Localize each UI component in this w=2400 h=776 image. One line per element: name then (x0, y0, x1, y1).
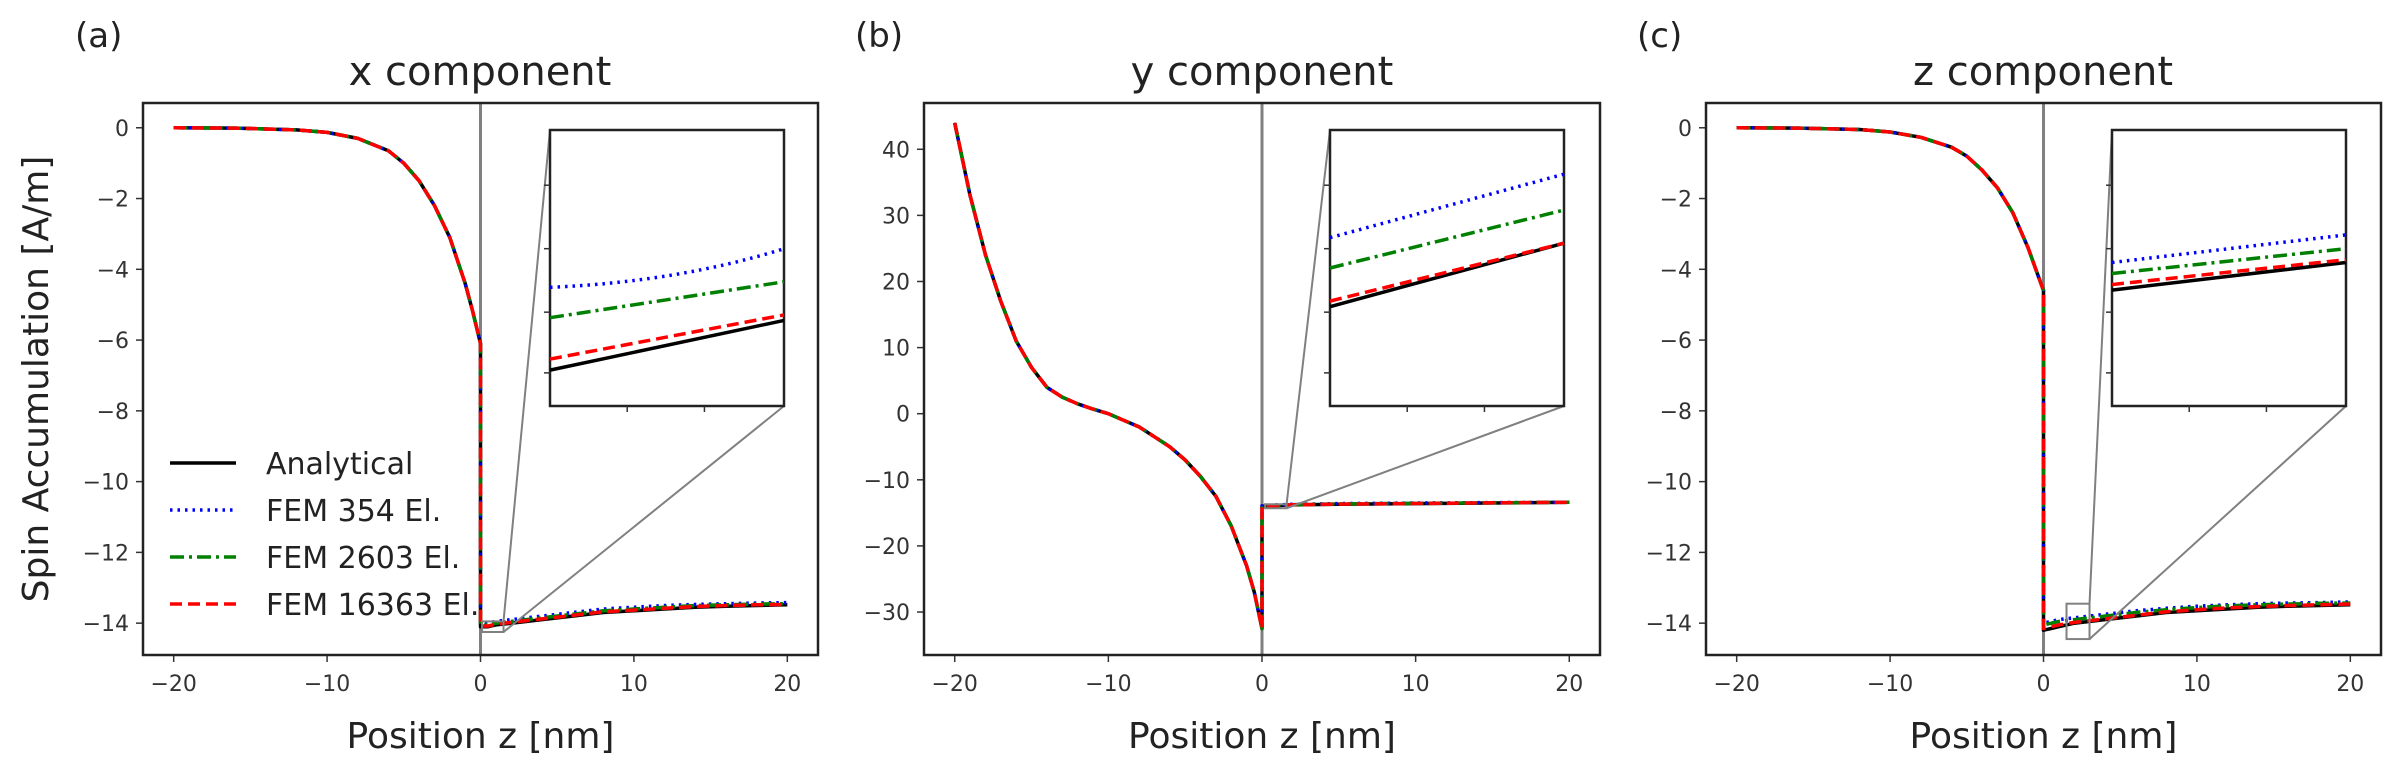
axes-frame (141, 101, 820, 657)
y-tick-label: −4 (97, 258, 129, 283)
panel-b: (b) y component −20 −10 0 10 20 40 30 20 10 0 −10 −20… (855, 16, 1602, 757)
y-tick-label: −2 (1660, 188, 1692, 213)
inset-line-fem-16363-el- (1329, 241, 1565, 303)
panel-title: y component (1131, 49, 1394, 95)
zoom-connector (502, 129, 551, 622)
y-tick-label: −12 (1646, 541, 1692, 566)
panel-label: (b) (855, 16, 903, 56)
y-tick-label: −10 (83, 471, 129, 496)
zoom-connector (502, 405, 785, 633)
y-axis-label: Spin Accumulation [A/m] (16, 156, 57, 603)
y-tick-label: −4 (1660, 258, 1692, 283)
x-axis-label: Position z [nm] (1910, 716, 2178, 757)
y-tick-label: −8 (1660, 400, 1692, 425)
x-tick-label: 0 (1255, 672, 1269, 697)
inset-line-fem-354-el- (2111, 233, 2347, 265)
inset-frame (1328, 128, 1566, 408)
x-tick-label: −20 (932, 672, 978, 697)
y-tick-label: −2 (97, 188, 129, 213)
plot-area (952, 103, 1570, 655)
panel-label: (a) (75, 16, 122, 56)
y-tick-label: −6 (1660, 329, 1692, 354)
series-line-fem-16363-el- (173, 126, 788, 628)
legend-label: FEM 16363 El. (266, 588, 479, 623)
y-tick-label: 20 (882, 270, 910, 295)
zoom-connector (1286, 405, 1565, 510)
inset-line-fem-16363-el- (2111, 257, 2347, 287)
panel-c: (c) z component −20 −10 0 10 20 0 −2 −4 −6 −8 −10 −12… (1637, 16, 2383, 757)
y-tick-label: 30 (882, 204, 910, 229)
x-tick-label: 10 (2183, 672, 2211, 697)
x-tick-label: 0 (2037, 672, 2051, 697)
x-tick-label: −20 (1713, 672, 1759, 697)
inset (2106, 128, 2348, 412)
series-line-fem-2603-el- (952, 122, 1570, 631)
x-tick-label: 20 (1555, 672, 1583, 697)
plot-area (1736, 103, 2351, 655)
y-tick-label: 0 (115, 117, 129, 142)
zoom-connector (2088, 405, 2347, 640)
x-tick-label: −20 (150, 672, 196, 697)
plot-area (173, 103, 788, 655)
panel-title: z component (1913, 49, 2173, 95)
zoom-box (481, 620, 505, 634)
legend-label: FEM 354 El. (266, 494, 441, 529)
y-tick-label: −14 (83, 612, 129, 637)
axes-frame (1704, 101, 2383, 657)
zoom-connector (2088, 129, 2113, 604)
y-tick-label: 0 (1678, 117, 1692, 142)
inset-line-fem-2603-el- (549, 280, 785, 320)
inset-line-fem-354-el- (549, 247, 785, 290)
y-tick-label: 10 (882, 337, 910, 362)
series-line-fem-16363-el- (1736, 126, 2351, 631)
x-tick-label: −10 (304, 672, 350, 697)
inset (544, 128, 786, 412)
y-tick-label: −14 (1646, 612, 1692, 637)
inset-frame (548, 128, 786, 408)
y-tick-label: −10 (864, 469, 910, 494)
x-tick-label: −10 (1867, 672, 1913, 697)
x-tick-label: 20 (773, 672, 801, 697)
legend: Analytical FEM 354 El. FEM 2603 El. FEM 163… (170, 447, 479, 623)
x-tick-label: 10 (620, 672, 648, 697)
zoom-box (2065, 602, 2091, 641)
y-tick-label: −20 (864, 535, 910, 560)
zoom-box (1264, 503, 1288, 510)
series-line-fem-16363-el- (952, 122, 1570, 631)
x-tick-label: 10 (1402, 672, 1430, 697)
x-axis-label: Position z [nm] (1128, 716, 1396, 757)
y-tick-label: −8 (97, 400, 129, 425)
y-tick-label: 40 (882, 138, 910, 163)
x-tick-label: −10 (1085, 672, 1131, 697)
y-tick-label: −12 (83, 541, 129, 566)
inset-line-fem-354-el- (1329, 172, 1565, 240)
y-tick-label: −6 (97, 329, 129, 354)
panel-title: x component (349, 49, 612, 95)
panel-a: (a) x component −20 −10 0 10 20 0 −2 −4 −6 −8 −10 −12… (16, 16, 820, 757)
x-axis-label: Position z [nm] (347, 716, 615, 757)
inset (1324, 128, 1566, 412)
x-tick-label: 20 (2336, 672, 2364, 697)
y-tick-label: −10 (1646, 471, 1692, 496)
inset-line-fem-2603-el- (1329, 208, 1565, 270)
y-tick-label: −30 (864, 601, 910, 626)
legend-label: FEM 2603 El. (266, 541, 460, 576)
panel-label: (c) (1637, 16, 1682, 56)
axes-frame (922, 101, 1602, 657)
zoom-connector (1285, 129, 1331, 505)
x-tick-label: 0 (474, 672, 488, 697)
inset-line-analytical (549, 318, 785, 372)
legend-label: Analytical (266, 447, 413, 482)
y-tick-label: 0 (896, 403, 910, 428)
inset-line-fem-16363-el- (549, 313, 785, 361)
inset-line-analytical (2111, 260, 2347, 292)
inset-line-fem-2603-el- (2111, 246, 2347, 276)
